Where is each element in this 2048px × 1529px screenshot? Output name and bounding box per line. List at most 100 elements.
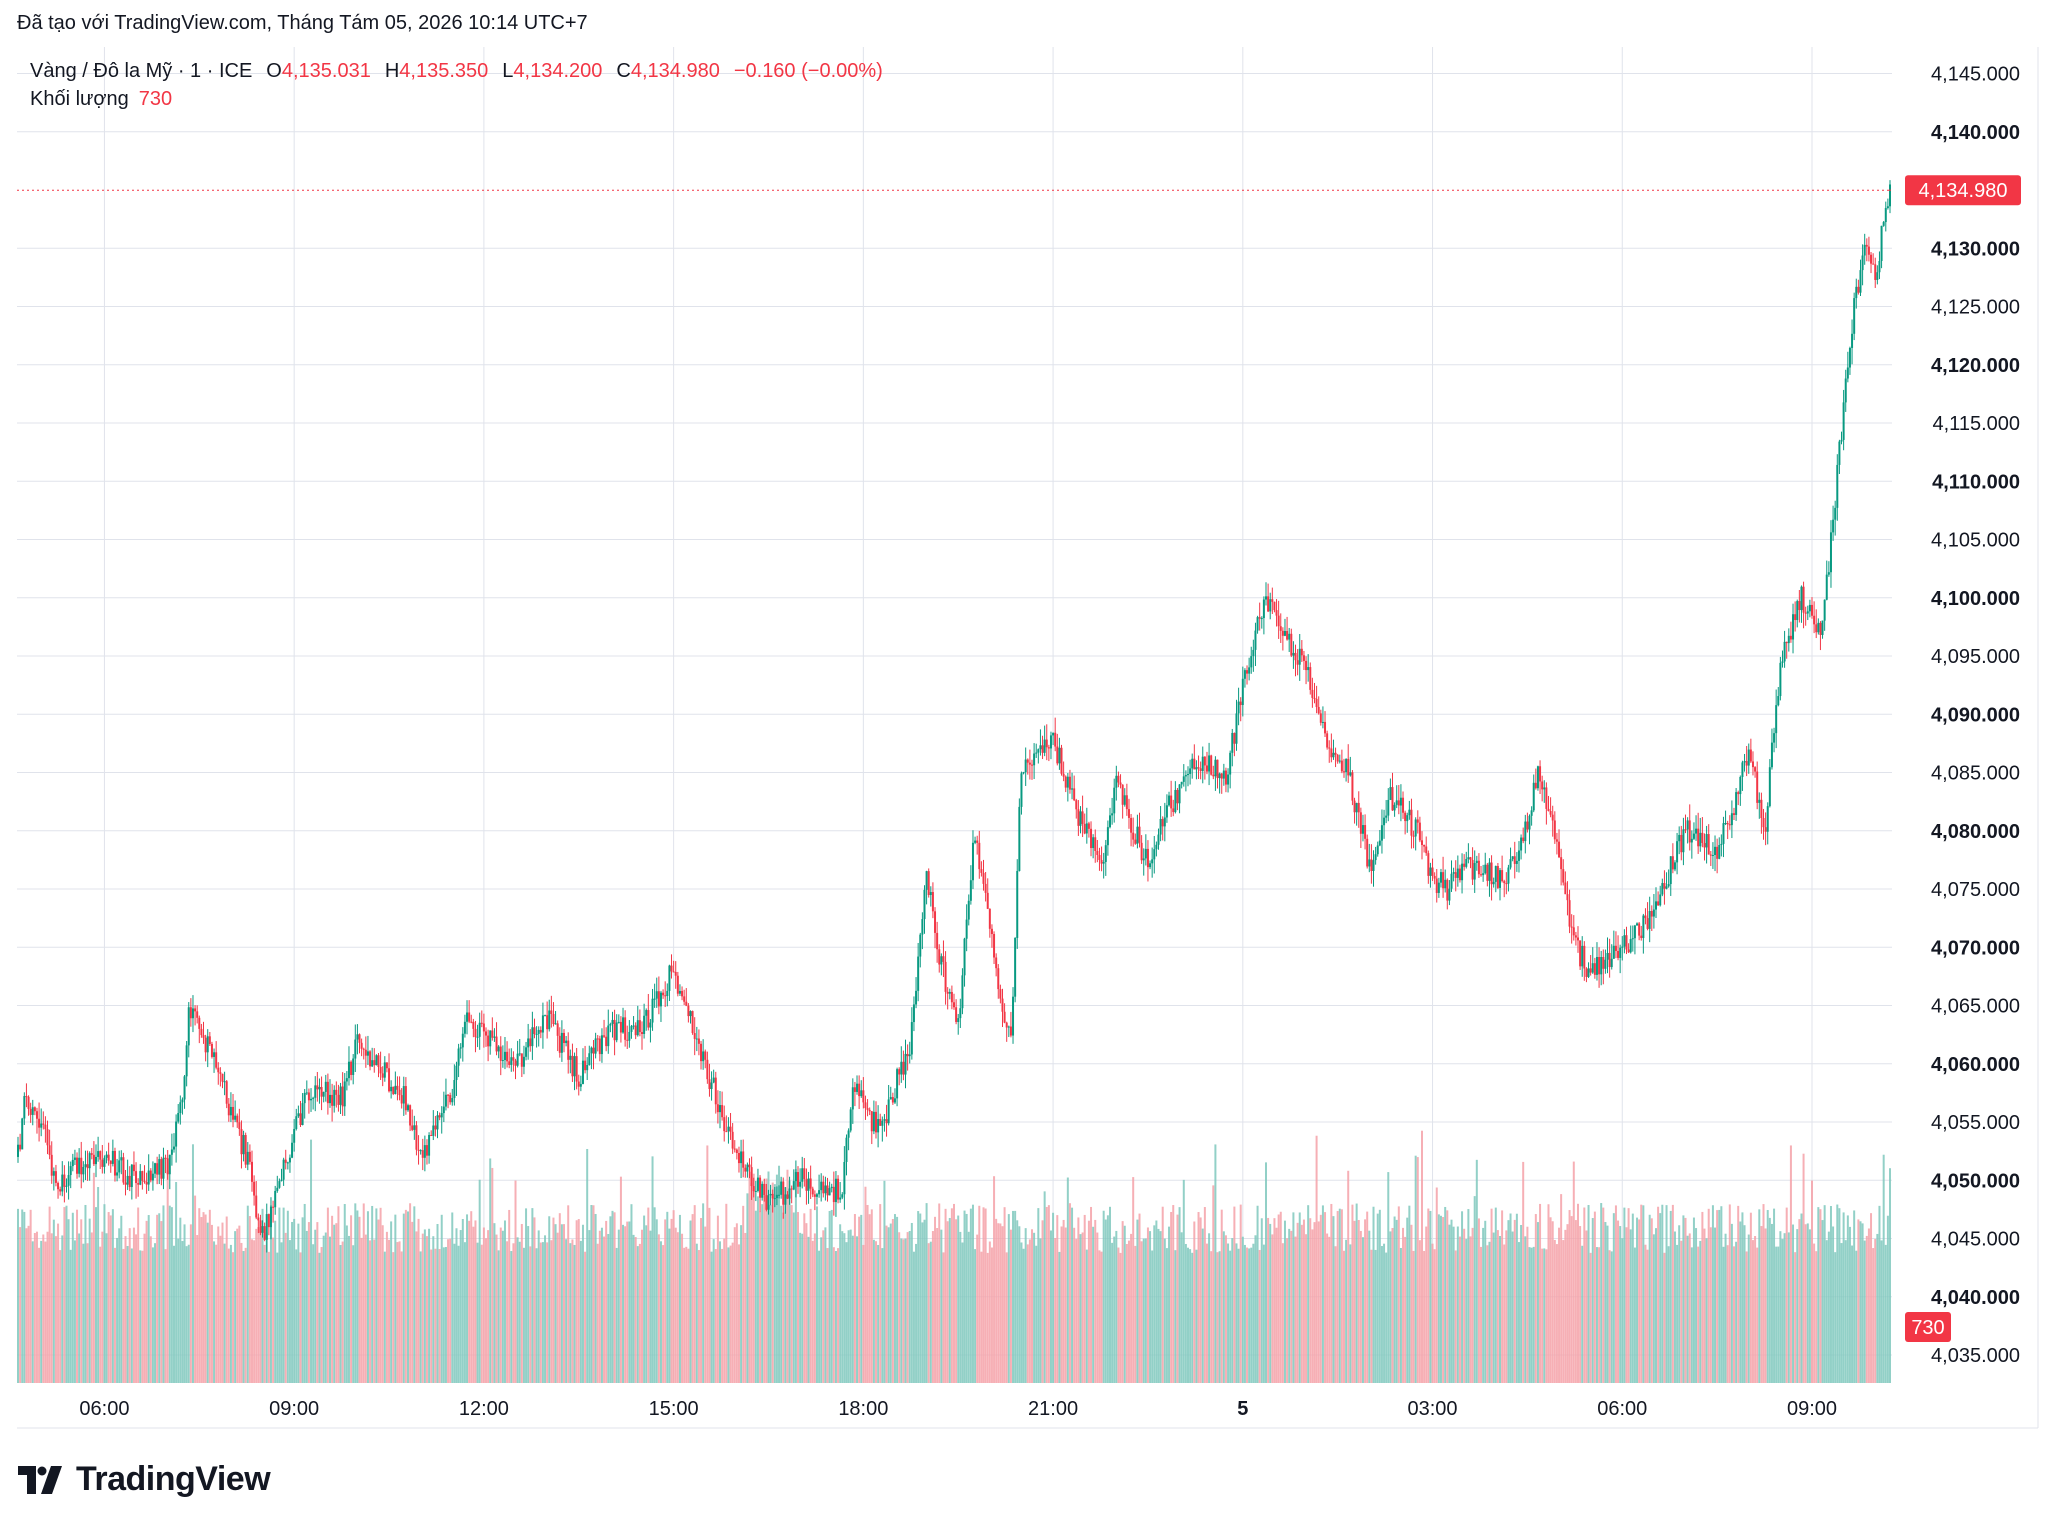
candle-body bbox=[605, 1036, 608, 1047]
volume-bar bbox=[1083, 1214, 1086, 1383]
candle-body bbox=[1199, 768, 1202, 771]
candle-body bbox=[1250, 656, 1253, 668]
candle-body bbox=[565, 1040, 568, 1044]
volume-bar bbox=[202, 1212, 205, 1383]
candle-body bbox=[845, 1137, 848, 1162]
candle-body bbox=[596, 1038, 599, 1040]
volume-bar bbox=[1644, 1244, 1647, 1383]
volume-bar bbox=[1692, 1217, 1695, 1383]
candle-body bbox=[177, 1113, 180, 1122]
volume-bar bbox=[38, 1247, 41, 1383]
candle-body bbox=[147, 1170, 150, 1185]
open-label: O bbox=[266, 60, 282, 82]
volume-bar bbox=[1800, 1213, 1803, 1383]
candle-body bbox=[478, 1022, 481, 1037]
volume-bar bbox=[818, 1250, 821, 1383]
candle-body bbox=[577, 1081, 580, 1087]
volume-bar bbox=[1427, 1208, 1430, 1383]
candle-body bbox=[52, 1171, 55, 1176]
volume-bar bbox=[1205, 1243, 1208, 1383]
candle-body bbox=[1085, 823, 1088, 834]
candle-body bbox=[1819, 622, 1822, 635]
candle-body bbox=[1189, 768, 1192, 774]
candle-body bbox=[1454, 872, 1457, 878]
volume-bar bbox=[1718, 1209, 1721, 1383]
volume-bar bbox=[1471, 1227, 1474, 1383]
volume-bar bbox=[1684, 1217, 1687, 1383]
candle-body bbox=[1846, 367, 1849, 379]
candle-body bbox=[921, 919, 924, 935]
volume-bar bbox=[76, 1209, 79, 1383]
candle-body bbox=[1347, 758, 1350, 776]
volume-bar bbox=[769, 1204, 772, 1383]
candle-body bbox=[619, 1021, 622, 1033]
candle-body bbox=[1203, 756, 1206, 766]
candle-body bbox=[1475, 860, 1478, 863]
candle-body bbox=[929, 892, 932, 896]
candle-body bbox=[735, 1149, 738, 1153]
volume-bar bbox=[1033, 1232, 1036, 1383]
volume-bar bbox=[919, 1213, 922, 1383]
volume-bar bbox=[569, 1243, 572, 1383]
volume-bar bbox=[950, 1208, 953, 1383]
volume-bar bbox=[771, 1182, 774, 1383]
volume-bar bbox=[674, 1227, 677, 1383]
candle-body bbox=[383, 1062, 386, 1078]
candle-body bbox=[1785, 641, 1788, 644]
candle-body bbox=[1370, 859, 1373, 871]
volume-bar bbox=[1549, 1217, 1552, 1383]
candle-body bbox=[1636, 923, 1639, 926]
candle-body bbox=[849, 1109, 852, 1131]
candle-body bbox=[832, 1186, 835, 1203]
volume-bar bbox=[1321, 1205, 1324, 1383]
candle-body bbox=[1212, 774, 1215, 777]
candle-body bbox=[1127, 809, 1130, 818]
candle-body bbox=[291, 1142, 294, 1158]
volume-bar bbox=[434, 1248, 437, 1383]
candle-body bbox=[1617, 950, 1620, 958]
volume-bar bbox=[1153, 1225, 1156, 1383]
candle-body bbox=[1539, 766, 1542, 782]
volume-bar bbox=[1433, 1249, 1436, 1383]
volume-bar bbox=[708, 1207, 711, 1383]
volume-bar bbox=[156, 1214, 159, 1383]
volume-bar bbox=[411, 1221, 414, 1383]
volume-bar bbox=[1633, 1247, 1636, 1383]
candle-body bbox=[1545, 787, 1548, 809]
volume-bar bbox=[1707, 1208, 1710, 1383]
volume-bar bbox=[1421, 1130, 1423, 1383]
candle-body bbox=[906, 1053, 909, 1057]
candle-body bbox=[1343, 771, 1345, 773]
volume-bar bbox=[691, 1214, 694, 1383]
volume-bar bbox=[463, 1242, 466, 1383]
candle-body bbox=[388, 1068, 391, 1092]
candle-body bbox=[1106, 827, 1109, 846]
volume-bar bbox=[525, 1208, 528, 1383]
volume-bar bbox=[982, 1207, 985, 1383]
volume-bar bbox=[510, 1251, 513, 1383]
candle-body bbox=[1216, 759, 1219, 779]
volume-bar bbox=[1016, 1220, 1019, 1383]
candle-body bbox=[1751, 761, 1754, 768]
candle-body bbox=[154, 1163, 157, 1174]
volume-bar bbox=[1802, 1153, 1805, 1383]
volume-bar bbox=[1442, 1217, 1445, 1383]
volume-bar bbox=[225, 1216, 228, 1383]
volume-label[interactable]: Khối lượng bbox=[30, 88, 129, 110]
symbol-label[interactable]: Vàng / Đô la Mỹ · 1 · ICE bbox=[30, 60, 253, 82]
candle-body bbox=[202, 1035, 205, 1038]
volume-bar bbox=[1071, 1207, 1074, 1383]
candle-body bbox=[1410, 809, 1413, 836]
candle-body bbox=[1058, 747, 1061, 764]
candle-body bbox=[700, 1043, 703, 1062]
volume-bar bbox=[1412, 1250, 1415, 1383]
brand[interactable]: TradingView bbox=[18, 1460, 271, 1499]
candle-body bbox=[392, 1086, 395, 1095]
volume-bar bbox=[1657, 1206, 1660, 1383]
volume-bar bbox=[1111, 1242, 1114, 1383]
candle-body bbox=[116, 1172, 119, 1176]
candle-body bbox=[86, 1164, 89, 1169]
candle-body bbox=[280, 1179, 283, 1182]
volume-bar bbox=[1669, 1210, 1672, 1383]
